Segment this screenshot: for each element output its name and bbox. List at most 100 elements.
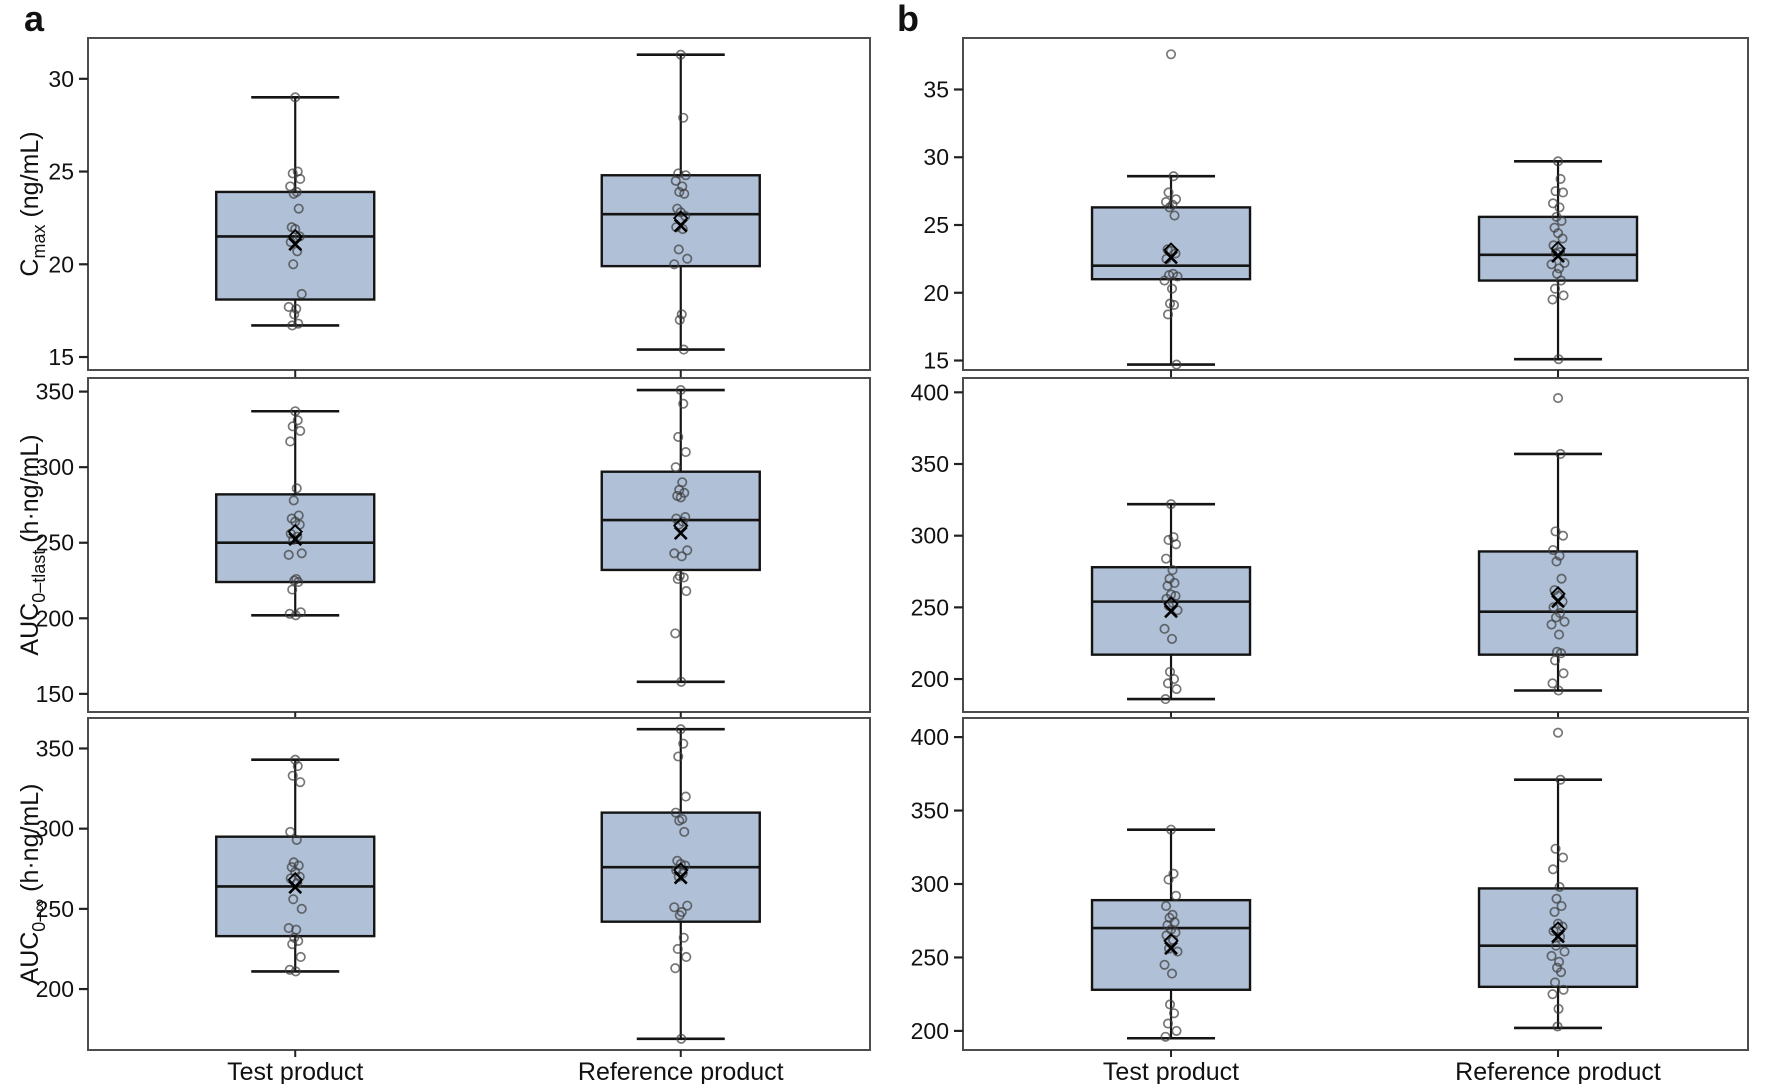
jitter-point [288, 188, 299, 199]
y-tick-label: 300 [911, 871, 949, 897]
jitter-point [1159, 275, 1170, 286]
jitter-point [292, 761, 303, 772]
jitter-point [1167, 565, 1178, 576]
panel-rect [962, 717, 1749, 1051]
jitter-point [1559, 257, 1570, 268]
jitter-point [1558, 984, 1569, 995]
jitter-point [1549, 977, 1561, 988]
jitter-point [675, 385, 686, 396]
y-tick-label: 350 [36, 735, 74, 761]
mean-x-marker [673, 526, 688, 541]
jitter-point [674, 815, 685, 826]
jitter-point [1160, 694, 1171, 705]
jitter-point [290, 754, 301, 765]
jitter-point [284, 964, 295, 975]
jitter-point [676, 309, 687, 320]
outlier-point [1552, 393, 1564, 404]
jitter-point [670, 462, 681, 473]
y-tick-label: 250 [36, 530, 74, 556]
mean-x-marker [288, 532, 303, 547]
y-tick-label: 250 [36, 896, 74, 922]
jitter-point [295, 173, 306, 185]
jitter-point [1159, 959, 1170, 970]
y-axis-title: AUC0–tlast (h·ng/mL) [16, 434, 49, 655]
jitter-point [290, 406, 301, 417]
jitter-point [1171, 684, 1182, 695]
jitter-point [1547, 294, 1558, 305]
y-tick-label: 25 [923, 212, 949, 238]
jitter-point [288, 894, 299, 905]
jitter-point [673, 431, 684, 442]
jitter-point [1553, 629, 1565, 640]
y-tick-label: 15 [48, 344, 74, 370]
y-axis-title: AUC0–∞ (h·ng/mL) [16, 784, 49, 985]
jitter-point [1549, 906, 1560, 917]
y-tick-label: 30 [48, 66, 74, 92]
jitter-point [295, 607, 306, 618]
jitter-point [1549, 283, 1561, 294]
jitter-point [1553, 354, 1564, 365]
jitter-point [296, 548, 307, 559]
jitter-point [680, 791, 691, 802]
jitter-point [1166, 968, 1178, 979]
jitter-point [1170, 539, 1182, 550]
mean-x-marker [1164, 250, 1178, 265]
jitter-point [1557, 852, 1569, 863]
panel-rect [962, 377, 1749, 713]
y-tick-label: 30 [923, 144, 949, 170]
jitter-point [675, 49, 686, 60]
jitter-point [672, 943, 683, 955]
jitter-point [678, 572, 689, 583]
jitter-point [290, 92, 301, 103]
jitter-point [295, 425, 306, 436]
y-tick-label: 200 [36, 976, 74, 1002]
jitter-point [670, 628, 681, 639]
jitter-point [1552, 156, 1564, 167]
jitter-point [1172, 271, 1183, 282]
mean-x-marker [1551, 929, 1565, 944]
outlier-point [1552, 727, 1564, 738]
jitter-point [1551, 893, 1562, 904]
outlier-point [1165, 49, 1177, 60]
jitter-point [676, 1033, 687, 1044]
y-tick-label: 350 [911, 798, 949, 824]
jitter-point [1162, 678, 1174, 689]
x-category-label: Reference product [578, 1058, 784, 1084]
jitter-point [1160, 1031, 1171, 1042]
jitter-point [1163, 874, 1174, 885]
jitter-point [680, 170, 691, 181]
jitter-point [1557, 187, 1569, 198]
y-tick-label: 200 [911, 1018, 949, 1044]
jitter-point [296, 903, 307, 914]
y-tick-label: 300 [36, 454, 74, 480]
jitter-point [1163, 187, 1174, 198]
y-tick-label: 400 [911, 724, 949, 750]
jitter-point [674, 314, 685, 325]
jitter-point [291, 483, 302, 494]
jitter-point [1556, 573, 1567, 584]
x-category-label: Test product [227, 1058, 363, 1084]
jitter-point [1166, 633, 1178, 644]
jitter-point [1162, 580, 1173, 591]
jitter-point [291, 303, 302, 314]
jitter-point [1168, 868, 1179, 879]
jitter-point [1548, 602, 1559, 613]
jitter-point [1168, 1008, 1180, 1019]
mean-x-marker [1164, 941, 1178, 956]
jitter-point [1557, 233, 1568, 244]
jitter-point [682, 253, 693, 264]
jitter-point [295, 951, 306, 963]
jitter-point [1546, 259, 1557, 270]
jitter-point [674, 186, 685, 197]
y-tick-label: 300 [36, 816, 74, 842]
jitter-point [285, 436, 296, 447]
jitter-point [1547, 678, 1558, 689]
jitter-point [678, 344, 689, 355]
jitter-point [287, 584, 298, 595]
jitter-point [681, 586, 692, 597]
y-tick-label: 300 [911, 523, 949, 549]
mean-x-marker [1551, 249, 1565, 264]
jitter-point [1170, 890, 1182, 901]
y-tick-label: 20 [923, 280, 949, 306]
